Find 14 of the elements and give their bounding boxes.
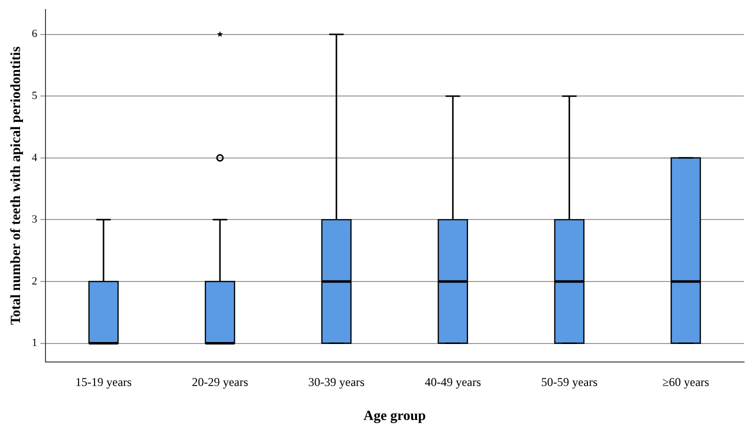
- y-tick-label: 2: [32, 275, 38, 288]
- x-tick-label: 40-49 years: [424, 375, 482, 390]
- x-tick-label: 50-59 years: [541, 375, 598, 390]
- x-tick-label: ≥60 years: [662, 375, 710, 390]
- y-tick-label: 3: [32, 214, 38, 226]
- x-axis-title: Age group: [363, 409, 426, 424]
- x-tick-label: 15-19 years: [75, 375, 132, 390]
- y-tick-label: 5: [32, 90, 38, 102]
- y-tick-label: 6: [32, 28, 38, 40]
- y-axis-title: Total number of teeth with apical periodontitis: [9, 46, 24, 325]
- x-tick-label: 20-29 years: [192, 375, 248, 390]
- y-tick-label: 1: [32, 337, 38, 350]
- x-tick-label: 30-39 years: [308, 375, 365, 390]
- y-tick-label: 4: [32, 152, 38, 164]
